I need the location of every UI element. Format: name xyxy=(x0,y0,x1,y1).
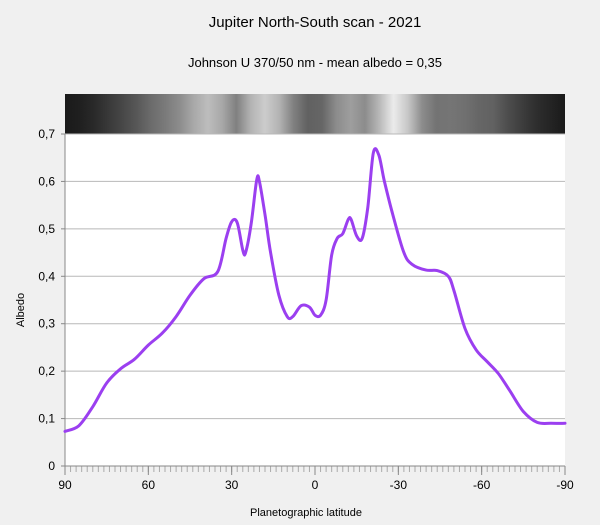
x-tick-label: 30 xyxy=(225,478,239,492)
chart-title: Jupiter North-South scan - 2021 xyxy=(209,14,422,31)
y-tick-label: 0 xyxy=(48,459,55,473)
x-tick-label: 90 xyxy=(58,478,72,492)
plot-area xyxy=(65,134,565,466)
y-tick-label: 0,1 xyxy=(38,412,55,426)
x-axis-title: Planetographic latitude xyxy=(250,507,362,519)
x-tick-label: 60 xyxy=(142,478,156,492)
x-tick-label: -60 xyxy=(473,478,491,492)
y-tick-label: 0,4 xyxy=(38,269,55,283)
chart-subtitle: Johnson U 370/50 nm - mean albedo = 0,35 xyxy=(188,55,442,70)
gridlines xyxy=(65,133,565,420)
albedo-series-line xyxy=(63,147,567,433)
albedo-strip xyxy=(65,94,565,134)
y-tick-label: 0,5 xyxy=(38,222,55,236)
y-axis-title: Albedo xyxy=(15,293,27,327)
y-tick-label: 0,6 xyxy=(38,174,55,188)
x-tick-label: -90 xyxy=(556,478,574,492)
x-tick-label: -30 xyxy=(390,478,408,492)
y-tick-label: 0,2 xyxy=(38,364,55,378)
y-tick-label: 0,7 xyxy=(38,127,55,141)
x-tick-label: 0 xyxy=(312,478,319,492)
albedo-strip-image xyxy=(65,94,565,134)
x-tick-labels: 90 60 30 0 -30 -60 -90 xyxy=(58,466,574,492)
y-tick-labels: 0 0,1 0,2 0,3 0,4 0,5 0,6 0,7 xyxy=(38,127,65,473)
y-tick-label: 0,3 xyxy=(38,317,55,331)
